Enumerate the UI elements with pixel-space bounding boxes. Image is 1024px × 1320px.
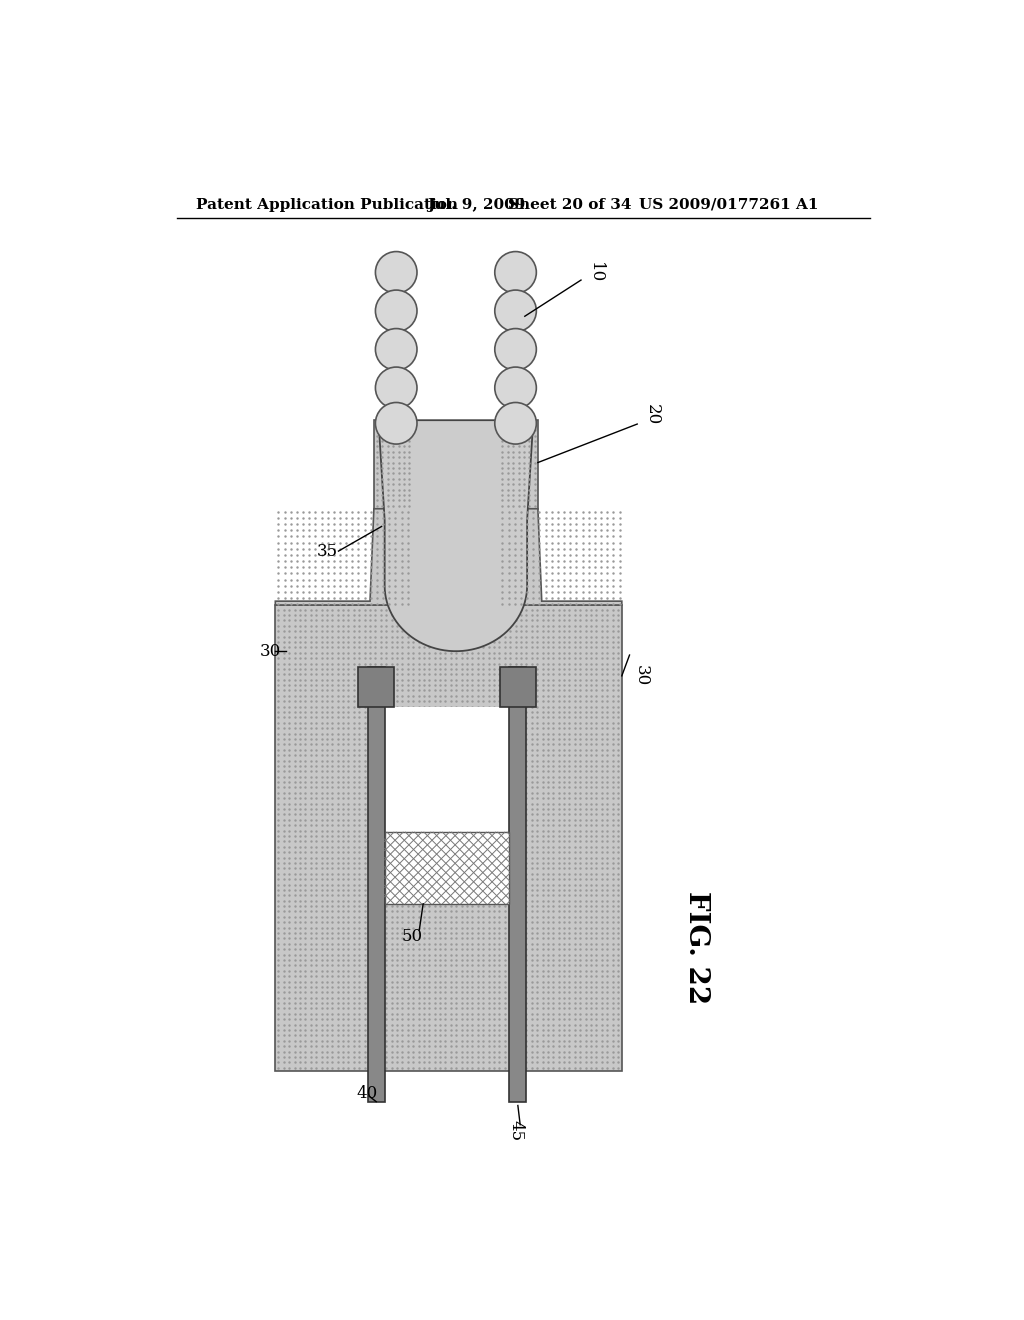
Text: 40: 40 [356, 1085, 378, 1102]
Bar [374, 420, 413, 508]
Bar [385, 832, 509, 904]
Text: 30: 30 [633, 665, 649, 686]
Text: 10: 10 [587, 261, 604, 282]
Polygon shape [500, 508, 622, 605]
Circle shape [495, 290, 537, 331]
Text: 35: 35 [316, 543, 338, 560]
Circle shape [376, 367, 417, 409]
Bar [509, 667, 526, 1102]
Text: 30: 30 [260, 643, 282, 660]
Text: Patent Application Publication: Patent Application Publication [196, 198, 458, 211]
Bar [368, 667, 385, 1102]
Bar [358, 667, 394, 706]
Circle shape [495, 367, 537, 409]
Circle shape [495, 252, 537, 293]
Text: Jul. 9, 2009: Jul. 9, 2009 [427, 198, 525, 211]
Circle shape [376, 329, 417, 370]
Polygon shape [275, 508, 413, 605]
Bar [500, 420, 538, 508]
Circle shape [495, 329, 537, 370]
Text: FIG. 22: FIG. 22 [683, 891, 711, 1005]
Bar [385, 706, 509, 832]
Text: 20: 20 [643, 404, 660, 425]
Polygon shape [379, 420, 534, 651]
Circle shape [376, 403, 417, 444]
Text: 45: 45 [508, 1119, 525, 1140]
Circle shape [376, 252, 417, 293]
Text: US 2009/0177261 A1: US 2009/0177261 A1 [639, 198, 818, 211]
Text: 50: 50 [401, 928, 423, 945]
Text: Sheet 20 of 34: Sheet 20 of 34 [508, 198, 632, 211]
Circle shape [376, 290, 417, 331]
Circle shape [495, 403, 537, 444]
Bar [500, 667, 536, 706]
Bar [275, 605, 622, 1071]
